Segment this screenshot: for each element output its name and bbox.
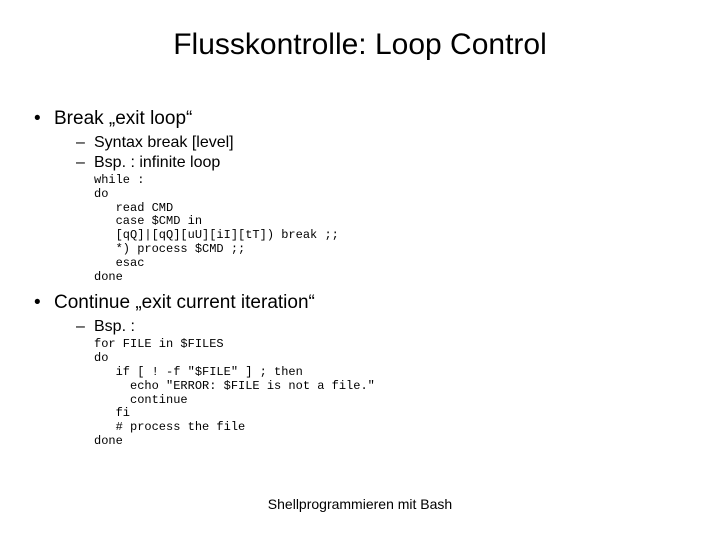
slide-content: Break „exit loop“ Syntax break [level] B… (30, 100, 690, 451)
slide: Flusskontrolle: Loop Control Break „exit… (0, 0, 720, 540)
code-break-example: while : do read CMD case $CMD in [qQ]|[q… (94, 174, 690, 284)
bullet-continue: Continue „exit current iteration“ (30, 292, 690, 314)
bullet-continue-example-label: Bsp. : (30, 318, 690, 336)
bullet-break-example-label: Bsp. : infinite loop (30, 154, 690, 172)
slide-footer: Shellprogrammieren mit Bash (0, 496, 720, 512)
bullet-break: Break „exit loop“ (30, 108, 690, 130)
slide-title: Flusskontrolle: Loop Control (0, 28, 720, 62)
bullet-break-syntax: Syntax break [level] (30, 134, 690, 152)
code-continue-example: for FILE in $FILES do if [ ! -f "$FILE" … (94, 338, 690, 448)
